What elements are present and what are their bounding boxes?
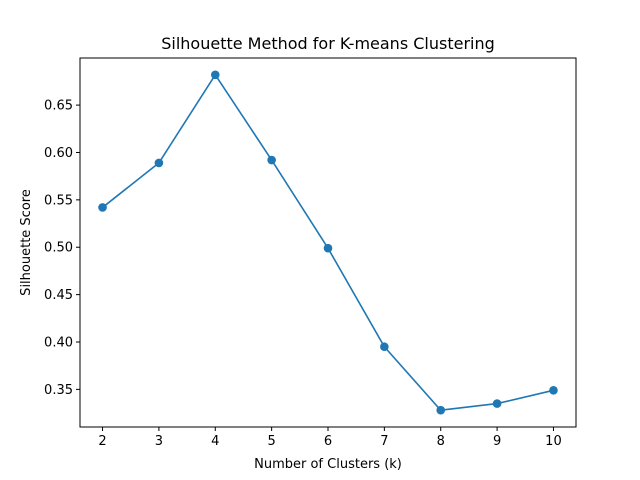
- series-line: [101, 73, 555, 412]
- y-tick-label: 0.60: [44, 146, 73, 161]
- x-tick-label: 8: [437, 434, 445, 449]
- data-point: [98, 203, 107, 212]
- y-tick-label: 0.50: [44, 241, 73, 256]
- x-tick-label: 2: [98, 434, 106, 449]
- data-point: [549, 386, 558, 395]
- x-tick-label: 7: [380, 434, 388, 449]
- x-tick-label: 4: [211, 434, 219, 449]
- x-tick-label: 6: [324, 434, 332, 449]
- plot-frame: [79, 57, 577, 428]
- data-point: [492, 399, 502, 408]
- x-tick-label: 3: [155, 434, 163, 449]
- y-axis-label: Silhouette Score: [19, 189, 34, 296]
- x-tick-label: 10: [545, 434, 562, 449]
- y-tick-label: 0.45: [44, 288, 73, 303]
- data-point: [267, 155, 276, 165]
- x-axis-label: Number of Clusters (k): [254, 457, 402, 472]
- x-tick-label: 9: [493, 434, 501, 449]
- chart-title: Silhouette Method for K-means Clustering: [161, 34, 495, 53]
- x-tick-label: 5: [267, 434, 275, 449]
- y-tick-label: 0.55: [44, 193, 73, 208]
- y-axis-ticks: 0.35 0.40 0.45 0.50 0.55 0.60 0.65: [44, 99, 80, 398]
- data-point: [323, 243, 333, 253]
- plot-layer: [98, 70, 558, 415]
- data-point: [210, 70, 220, 80]
- data-point: [436, 405, 446, 415]
- y-tick-label: 0.65: [44, 99, 73, 114]
- x-axis-ticks: 2 3 4 5 6 7 8 9 10: [98, 427, 562, 449]
- data-point: [154, 158, 164, 168]
- y-tick-label: 0.35: [44, 383, 73, 398]
- data-point: [380, 342, 389, 352]
- y-tick-label: 0.40: [44, 335, 73, 350]
